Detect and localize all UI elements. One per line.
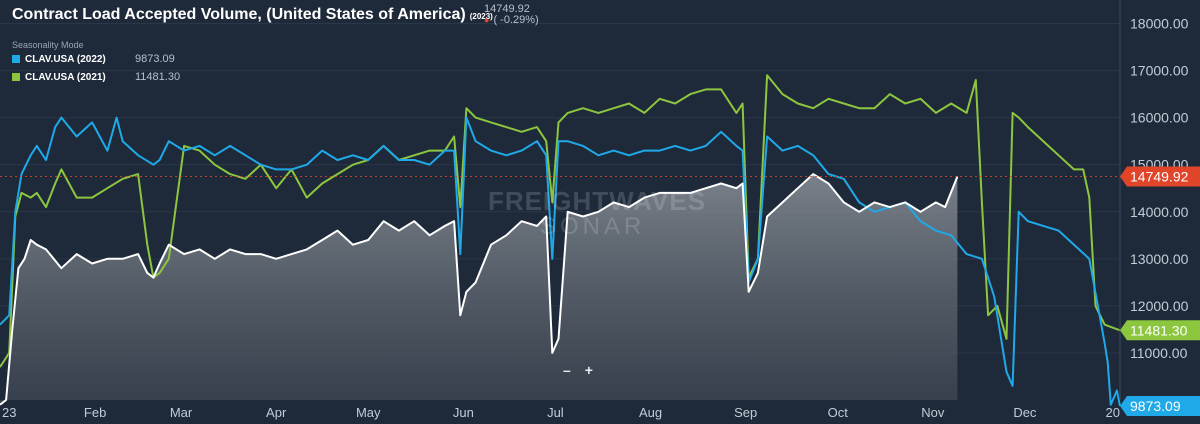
legend-swatch-2021 [12,73,20,81]
last-change: ( -0.29%) [493,14,539,26]
legend-swatch-2022 [12,55,20,63]
x-tick-label: Mar [170,405,193,420]
flag-2021-text: 11481.30 [1130,322,1188,338]
y-tick-label: 16000.00 [1130,110,1189,126]
series-lines [0,74,1121,407]
x-tick-label: Apr [266,405,287,420]
flag-2021-bg [1120,320,1200,341]
flag-2023: 14749.92 [1120,166,1200,187]
flag-2022-text: 9873.09 [1130,398,1181,414]
last-value: 14749.92 [484,3,530,15]
area-2023 [0,174,958,405]
x-tick-label: Sep [734,405,757,420]
x-tick-label: 23 [2,405,16,420]
y-tick-label: 14000.00 [1130,204,1189,220]
title-year: (2023) [469,12,493,21]
x-tick-label: 20 [1106,405,1120,420]
area-fill-2023 [0,174,958,405]
y-tick-label: 18000.00 [1130,16,1189,32]
y-tick-label: 11000.00 [1130,345,1188,361]
flag-2023-bg [1120,166,1200,187]
x-tick-label: Jun [453,405,474,420]
chart-title: Contract Load Accepted Volume, (United S… [12,6,466,23]
legend-value: 11481.30 [135,71,181,83]
down-dot-icon: ● [484,15,490,25]
watermark-logo: FREIGHTWAVES [488,186,707,216]
seasonality-label: Seasonality Mode [12,40,84,50]
legend-item-2021[interactable]: CLAV.USA (2021) 11481.30 [12,71,180,83]
zoom-in-button[interactable]: + [584,362,593,378]
series-line-2023 [0,173,959,406]
series-line-clav-usa-2022- [0,116,1121,407]
legend-name: CLAV.USA (2022) [25,53,106,65]
y-tick-label: 13000.00 [1130,251,1189,267]
flag-2022-bg [1120,395,1200,416]
zoom-out-button[interactable]: – [563,362,571,378]
x-tick-label: Jul [547,405,564,420]
x-tick-label: Nov [921,405,945,420]
x-tick-label: Oct [828,405,849,420]
flag-2023-text: 14749.92 [1130,168,1189,184]
y-tick-label: 12000.00 [1130,298,1189,314]
legend-item-2022[interactable]: CLAV.USA (2022) 9873.09 [12,53,175,65]
x-tick-label: Dec [1013,405,1037,420]
last-value-box: 14749.92 ● ( -0.29%) [484,4,539,26]
watermark-logo-sub: SONAR [540,213,646,240]
x-tick-label: Feb [84,405,106,420]
y-tick-label: 17000.00 [1130,63,1189,79]
value-flags: 14749.92 11481.30 9873.09 [1120,166,1200,416]
flag-2022: 9873.09 [1120,395,1200,416]
x-tick-label: May [356,405,381,420]
x-tick-label: Aug [639,405,662,420]
zoom-controls: – + [563,362,593,378]
legend-value: 9873.09 [135,53,175,65]
chart-header: Contract Load Accepted Volume, (United S… [12,6,493,24]
flag-2021: 11481.30 [1120,320,1200,341]
legend-name: CLAV.USA (2021) [25,71,106,83]
